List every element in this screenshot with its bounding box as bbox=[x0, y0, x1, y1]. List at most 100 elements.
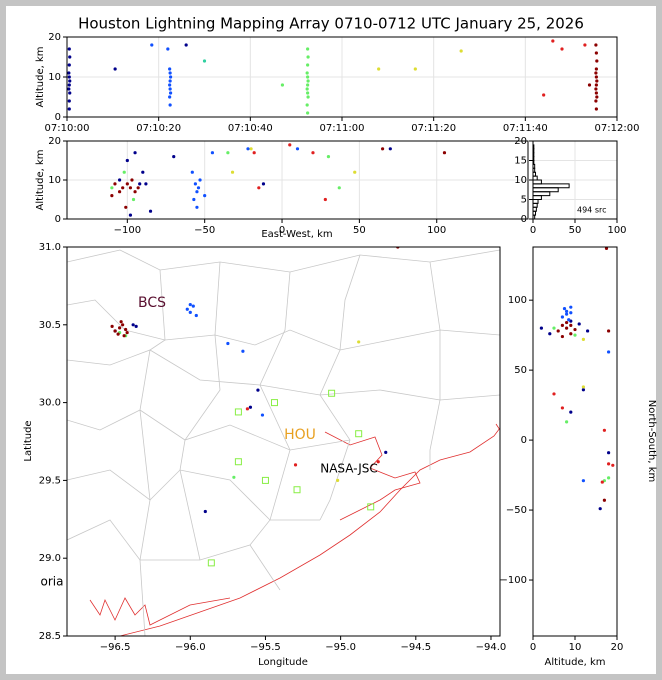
source-point bbox=[202, 59, 207, 63]
source-point bbox=[336, 478, 340, 482]
source-point bbox=[306, 55, 310, 59]
county-line bbox=[179, 261, 221, 561]
coast-line bbox=[89, 597, 231, 626]
source-point bbox=[260, 413, 265, 417]
source-point bbox=[337, 186, 341, 190]
marks bbox=[67, 39, 599, 115]
source-point bbox=[246, 147, 250, 151]
annotation: 494 src bbox=[577, 206, 607, 215]
source-point bbox=[125, 158, 129, 163]
source-point bbox=[110, 186, 114, 190]
source-point bbox=[67, 99, 71, 103]
source-point bbox=[168, 79, 172, 83]
x-tick-label: 0 bbox=[279, 225, 285, 236]
axes-frame bbox=[66, 140, 529, 220]
station bbox=[270, 399, 278, 407]
source-point bbox=[168, 71, 172, 75]
source-point bbox=[122, 334, 126, 338]
source-point bbox=[583, 43, 587, 47]
source-point bbox=[573, 333, 577, 337]
x-tick-label: 10 bbox=[569, 642, 582, 653]
source-point bbox=[569, 332, 573, 336]
county-line bbox=[429, 261, 441, 470]
source-point bbox=[288, 143, 292, 147]
y-tick-label: 10 bbox=[48, 72, 61, 83]
source-point bbox=[581, 388, 586, 392]
source-point bbox=[168, 67, 172, 71]
source-point bbox=[67, 63, 71, 67]
source-point bbox=[353, 170, 357, 174]
x-tick-label: −95.0 bbox=[325, 642, 356, 653]
source-point bbox=[607, 329, 611, 333]
source-point bbox=[581, 337, 586, 341]
source-point bbox=[581, 479, 586, 483]
axes-frame bbox=[66, 36, 618, 118]
panel: 0 10 20 −100 −50 0 50 100 Altitude, km North-Sout… bbox=[500, 246, 657, 668]
source-point bbox=[607, 451, 611, 455]
source-point bbox=[376, 460, 380, 464]
source-point bbox=[67, 47, 71, 51]
source-point bbox=[306, 47, 310, 51]
source-point bbox=[67, 107, 71, 111]
source-point bbox=[128, 213, 133, 217]
source-point bbox=[68, 79, 72, 83]
source-point bbox=[306, 95, 310, 99]
source-point bbox=[560, 334, 565, 339]
source-point bbox=[168, 75, 173, 79]
panel: 0 50 100 0 5 10 15 20 494 src bbox=[514, 136, 626, 236]
source-point bbox=[192, 197, 196, 202]
station bbox=[234, 408, 242, 416]
y-tick-label: 20 bbox=[48, 32, 61, 43]
source-point bbox=[131, 323, 135, 327]
source-point bbox=[188, 310, 192, 314]
source-point bbox=[306, 83, 310, 87]
x-tick-label: 100 bbox=[607, 225, 626, 236]
source-point bbox=[388, 147, 392, 151]
source-point bbox=[257, 186, 261, 190]
source-point bbox=[168, 95, 172, 99]
source-point bbox=[565, 420, 569, 424]
y-tick-label: 10 bbox=[48, 175, 61, 186]
source-point bbox=[594, 91, 598, 95]
station bbox=[355, 430, 363, 438]
source-point bbox=[295, 147, 300, 151]
x-tick-label: 07:10:00 bbox=[45, 123, 90, 134]
source-point bbox=[188, 302, 192, 307]
y-tick-label: 100 bbox=[508, 295, 527, 306]
source-point bbox=[241, 349, 245, 353]
y-tick-label: 30.5 bbox=[39, 320, 61, 331]
source-point bbox=[594, 75, 598, 79]
source-point bbox=[305, 103, 309, 107]
station bbox=[328, 389, 336, 397]
source-point bbox=[306, 91, 310, 95]
plot-area bbox=[67, 247, 500, 636]
source-point bbox=[306, 79, 310, 83]
source-point bbox=[203, 194, 207, 198]
source-point bbox=[306, 75, 310, 79]
source-point bbox=[569, 410, 573, 414]
source-point bbox=[184, 43, 188, 47]
source-point bbox=[121, 323, 125, 327]
x-tick-label: 100 bbox=[427, 225, 446, 236]
source-point bbox=[587, 83, 592, 87]
source-point bbox=[542, 93, 546, 97]
marks bbox=[110, 143, 447, 217]
station bbox=[234, 458, 242, 466]
station bbox=[293, 486, 301, 494]
source-point bbox=[245, 407, 250, 411]
station bbox=[261, 476, 269, 484]
source-point bbox=[148, 209, 153, 213]
source-point bbox=[562, 306, 567, 311]
source-point bbox=[413, 67, 417, 71]
county-line bbox=[319, 254, 361, 521]
panel: 07:10:00 07:10:20 07:10:40 07:11:00 07:11:20… bbox=[35, 32, 639, 134]
source-point bbox=[594, 67, 598, 71]
map-label: HOU bbox=[284, 427, 316, 443]
source-point bbox=[113, 182, 117, 186]
source-point bbox=[172, 155, 176, 159]
y-axis-label: Altitude, km bbox=[35, 150, 46, 211]
source-point bbox=[442, 151, 447, 155]
source-point bbox=[594, 51, 598, 55]
source-point bbox=[226, 341, 230, 346]
